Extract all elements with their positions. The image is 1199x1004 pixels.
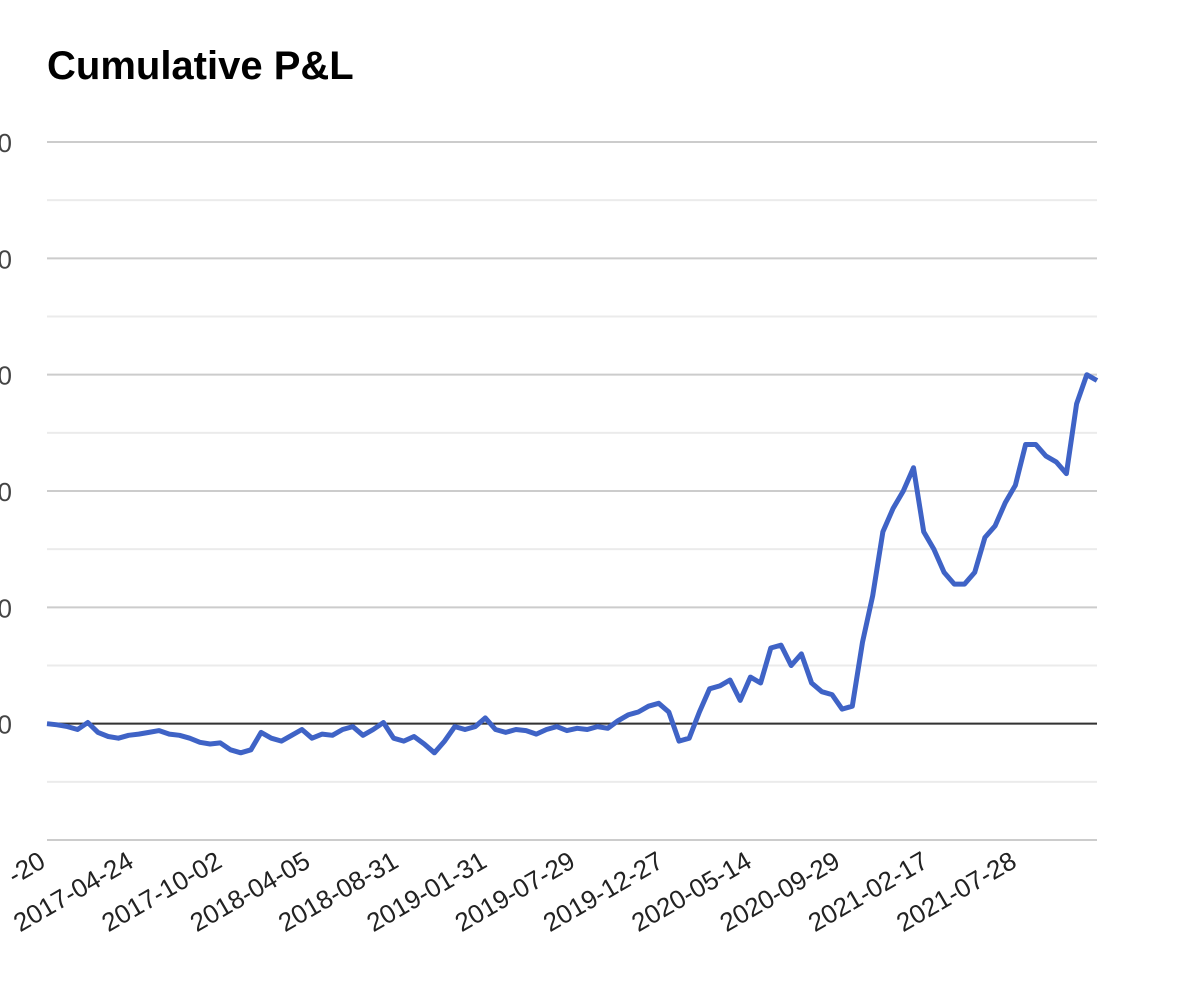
- y-tick-label: 0: [0, 593, 12, 623]
- y-axis-ticks: 0 0 0 0 0 0: [0, 128, 12, 740]
- y-tick-label: 0: [0, 128, 12, 158]
- series-layer: [46, 372, 1099, 756]
- y-tick-label: 0: [0, 477, 12, 507]
- x-tick-label: -20: [2, 845, 50, 890]
- y-tick-label: 0: [0, 710, 12, 740]
- x-axis-ticks: -202017-04-242017-10-022018-04-052018-08…: [2, 845, 1021, 937]
- chart-title: Cumulative P&L: [47, 44, 354, 88]
- y-tick-label: 0: [0, 244, 12, 274]
- pnl-series-line: [46, 372, 1099, 756]
- y-tick-label: 0: [0, 361, 12, 391]
- grid-lines: [47, 141, 1097, 841]
